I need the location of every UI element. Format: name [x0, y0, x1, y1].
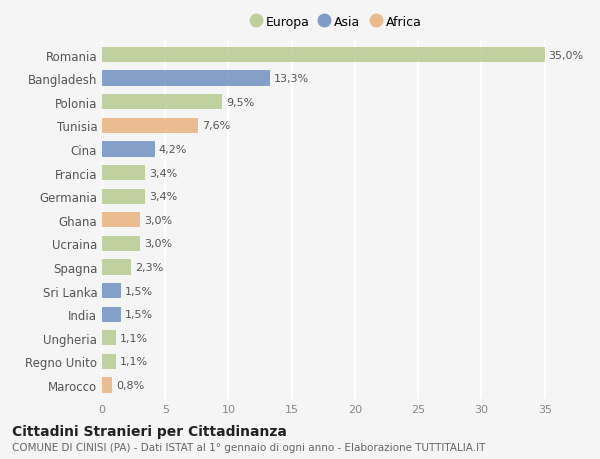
Text: 0,8%: 0,8% [116, 380, 144, 390]
Text: COMUNE DI CINISI (PA) - Dati ISTAT al 1° gennaio di ogni anno - Elaborazione TUT: COMUNE DI CINISI (PA) - Dati ISTAT al 1°… [12, 442, 485, 452]
Bar [102, 166, 145, 181]
Text: 13,3%: 13,3% [274, 74, 309, 84]
Bar [102, 71, 270, 87]
Text: 35,0%: 35,0% [548, 50, 584, 61]
Text: 7,6%: 7,6% [202, 121, 230, 131]
Bar [102, 213, 140, 228]
Bar [102, 354, 116, 369]
Text: 9,5%: 9,5% [226, 98, 254, 107]
Text: 3,4%: 3,4% [149, 192, 177, 202]
Bar [102, 95, 222, 110]
Text: 2,3%: 2,3% [135, 263, 163, 273]
Text: 1,1%: 1,1% [120, 357, 148, 367]
Text: 3,4%: 3,4% [149, 168, 177, 178]
Bar [102, 236, 140, 252]
Text: 3,0%: 3,0% [144, 239, 172, 249]
Bar [102, 142, 155, 157]
Text: 1,5%: 1,5% [125, 286, 153, 296]
Text: 3,0%: 3,0% [144, 215, 172, 225]
Bar [102, 330, 116, 346]
Text: 1,1%: 1,1% [120, 333, 148, 343]
Bar [102, 378, 112, 393]
Text: 1,5%: 1,5% [125, 309, 153, 319]
Bar [102, 118, 198, 134]
Bar [102, 189, 145, 204]
Text: 4,2%: 4,2% [159, 145, 187, 155]
Legend: Europa, Asia, Africa: Europa, Asia, Africa [247, 12, 425, 32]
Text: Cittadini Stranieri per Cittadinanza: Cittadini Stranieri per Cittadinanza [12, 425, 287, 438]
Bar [102, 283, 121, 299]
Bar [102, 307, 121, 322]
Bar [102, 48, 545, 63]
Bar [102, 260, 131, 275]
